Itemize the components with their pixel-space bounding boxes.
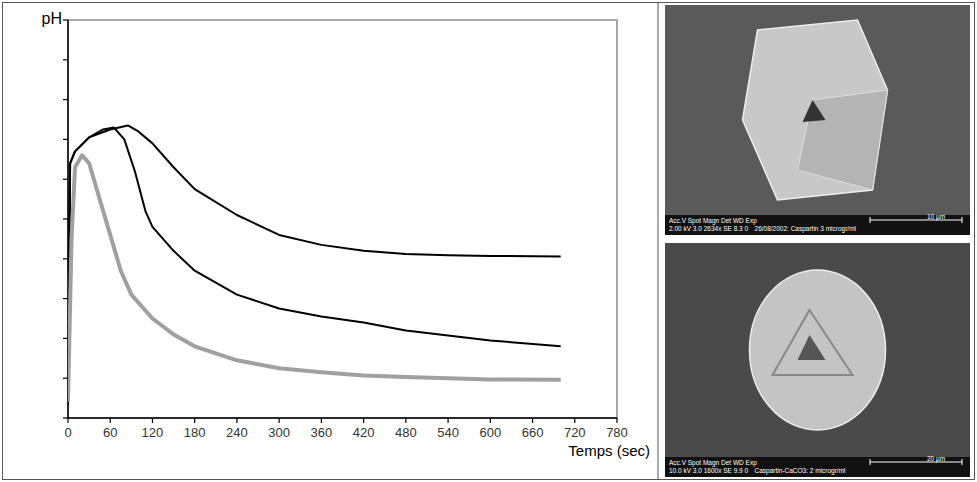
x-tick-label: 0 [64,425,71,440]
y-tick [63,298,68,299]
info-caption: 26/08/2002: Caspartin 3 microgr/ml [755,225,857,233]
scale-bar-label: 10 µm [927,213,945,221]
y-tick [63,378,68,379]
plot-frame [68,20,617,418]
crystal-face [798,90,888,190]
crystal [743,20,888,200]
y-tick [63,179,68,180]
x-tick [321,418,322,423]
x-tick [279,418,280,423]
crystal [750,270,886,430]
micrograph-background [665,5,970,235]
y-tick [63,218,68,219]
y-tick [63,417,68,418]
info-caption: Caspartin-CaCO3: 2 microgr/ml [755,467,847,475]
y-tick [63,99,68,100]
y-tick [63,258,68,259]
x-tick [67,418,68,423]
x-tick [110,418,111,423]
x-tick [236,418,237,423]
x-tick [405,418,406,423]
series-line [68,127,561,406]
info-values: 10.0 kV 3.0 1600x SE 9.9 0 [669,467,749,474]
y-tick [63,139,68,140]
y-tick [63,19,68,20]
crystal-pit [803,100,826,122]
crystal-pit [798,335,826,360]
y-axis-title: pH [42,10,62,27]
series-line [68,155,561,402]
x-tick-label: 300 [268,425,290,440]
x-tick-label: 600 [479,425,501,440]
x-tick-label: 180 [184,425,206,440]
x-tick [152,418,153,423]
x-tick [363,418,364,423]
scale-bar-end [962,217,963,223]
x-tick-label: 780 [606,425,628,440]
crystal-face [773,310,853,375]
y-tick [63,59,68,60]
x-tick [616,418,617,423]
x-tick [532,418,533,423]
info-header: Acc.V Spot Magn Det WD Exp [669,217,757,225]
scale-bar [870,462,962,463]
figure: 0 60 120 180 240 300 360 420 480 540 600 660 720 780 p… [0,0,977,482]
x-axis-title: Temps (sec) [568,442,650,459]
info-bar [665,457,970,477]
info-values: 2.00 kV 3.0 2634x SE 8.3 0 [669,225,749,232]
x-tick [574,418,575,423]
x-tick-label: 720 [564,425,586,440]
scale-bar-label: 20 µm [927,455,945,463]
series-line [68,125,561,406]
x-tick [490,418,491,423]
x-tick-label: 480 [395,425,417,440]
x-tick-label: 540 [437,425,459,440]
x-tick-label: 360 [311,425,333,440]
x-tick [447,418,448,423]
x-tick-label: 120 [142,425,164,440]
info-bar [665,215,970,235]
series-group [68,125,561,406]
x-axis [68,417,617,419]
scale-bar-end [870,217,871,223]
x-tick-label: 60 [103,425,117,440]
info-header: Acc.V Spot Magn Det WD Exp [669,459,757,467]
micrograph-background [665,243,970,477]
scale-bar [870,220,962,221]
outer-border [3,3,975,480]
scale-bar-end [962,459,963,465]
x-tick [194,418,195,423]
x-tick-label: 660 [522,425,544,440]
scale-bar-end [870,459,871,465]
y-tick [63,338,68,339]
x-tick-label: 420 [353,425,375,440]
x-tick-label: 240 [226,425,248,440]
panel-separator [658,3,659,479]
